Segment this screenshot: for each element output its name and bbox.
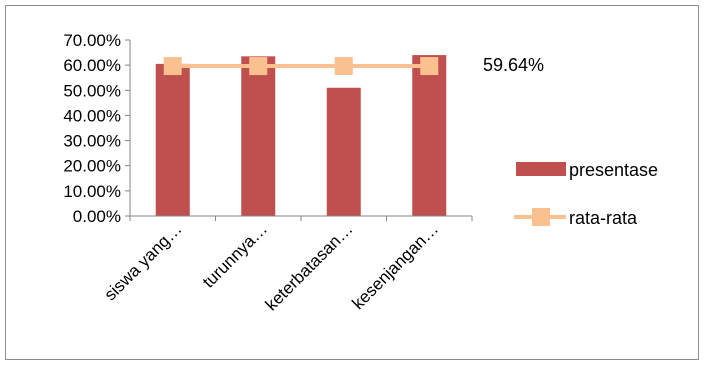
- y-tick-label: 60.00%: [63, 56, 121, 75]
- bar-3: [326, 87, 361, 217]
- y-tick-label: 0.00%: [73, 207, 121, 226]
- average-line: [163, 57, 439, 76]
- bar-2: [241, 56, 276, 216]
- legend-swatch-presentase: [516, 162, 566, 176]
- average-point-3: [334, 57, 353, 76]
- x-axis: siswa yang… turunnya…keterbatasan…kesenja…: [101, 215, 473, 314]
- y-axis: 0.00% 10.00% 20.00% 30.00% 40.00% 50.00% 60.00…: [63, 31, 131, 226]
- y-tick-label: 30.00%: [63, 132, 121, 151]
- bar-4: [412, 55, 447, 217]
- legend-label-presentase: presentase: [569, 160, 658, 180]
- average-point-1: [163, 57, 182, 76]
- x-category-label: turunnya…: [199, 219, 271, 291]
- y-tick-label: 70.00%: [63, 31, 121, 50]
- annotation: 59.64%: [483, 55, 544, 75]
- average-point-4: [420, 57, 439, 76]
- legend-label-rata-rata: rata-rata: [569, 208, 638, 228]
- average-point-2: [249, 57, 268, 76]
- y-tick-label: 40.00%: [63, 106, 121, 125]
- legend-marker-rata-rata: [532, 208, 550, 226]
- y-tick-label: 10.00%: [63, 182, 121, 201]
- x-category-label: keterbatasan…: [262, 219, 357, 314]
- average-value-label: 59.64%: [483, 55, 544, 75]
- x-category-label: kesenjangan…: [348, 219, 442, 313]
- y-tick-label: 50.00%: [63, 81, 121, 100]
- y-tick-label: 20.00%: [63, 157, 121, 176]
- bars: [155, 55, 447, 217]
- x-category-label: siswa yang…: [101, 219, 186, 304]
- bar-1: [155, 63, 190, 217]
- legend: presentase rata-rata: [514, 160, 658, 228]
